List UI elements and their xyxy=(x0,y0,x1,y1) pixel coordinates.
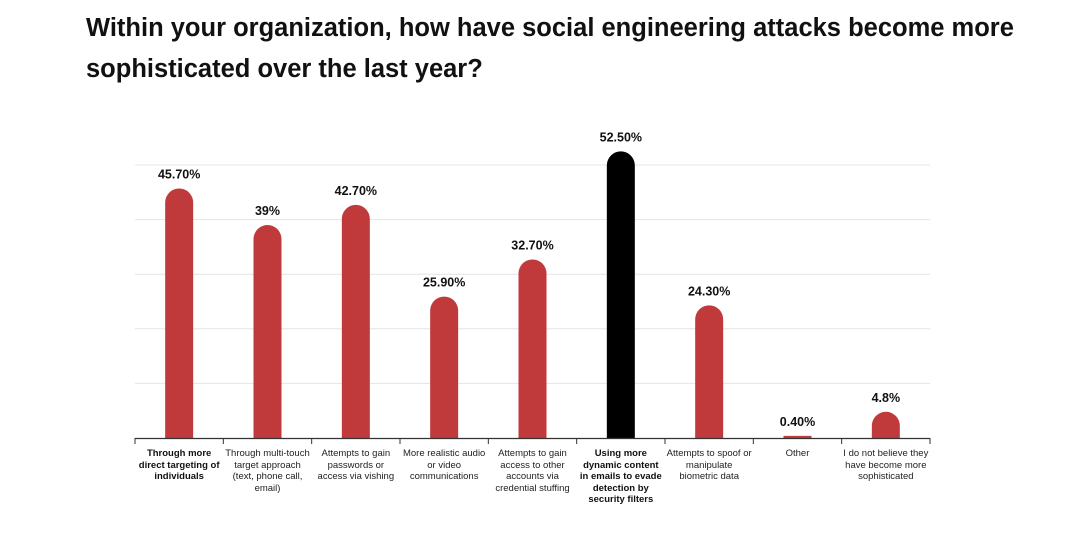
bar-1 xyxy=(165,188,194,438)
bar-9 xyxy=(871,411,900,438)
bar-3 xyxy=(341,204,370,438)
bar-8 xyxy=(783,435,812,438)
bar-4 xyxy=(430,296,459,438)
value-label-3: 42.70% xyxy=(335,184,377,198)
x-axis xyxy=(134,437,931,444)
bar-6 xyxy=(606,151,635,438)
value-label-7: 24.30% xyxy=(688,284,730,298)
value-label-1: 45.70% xyxy=(158,167,200,181)
category-label-3: Attempts to gain passwords or access via… xyxy=(317,448,395,483)
bar-5 xyxy=(518,259,547,438)
value-label-4: 25.90% xyxy=(423,276,465,290)
value-label-2: 39% xyxy=(255,204,280,218)
value-labels: 45.70% 39% 42.70% 25.90% 32.70% 52.50% 24.30% 0… xyxy=(158,130,900,428)
value-label-6: 52.50% xyxy=(600,130,642,144)
chart-title: Within your organization, how have socia… xyxy=(86,14,1014,83)
bar-7 xyxy=(695,305,724,438)
value-label-8: 0.40% xyxy=(780,415,815,429)
value-label-5: 32.70% xyxy=(511,238,553,252)
category-label-7: Attempts to spoof or manipulate biometri… xyxy=(666,448,752,483)
bar-2 xyxy=(253,225,282,438)
category-label-9: I do not believe they have become more s… xyxy=(843,448,929,483)
category-label-8: Other xyxy=(785,448,810,459)
category-label-6: Using more dynamic content in emails to … xyxy=(579,448,662,506)
category-label-2: Through multi-touch target approach (tex… xyxy=(225,448,310,494)
bars xyxy=(165,151,900,438)
category-label-5: Attempts to gain access to other account… xyxy=(495,448,570,494)
category-label-1: Through more direct targeting of individ… xyxy=(138,448,220,483)
category-label-4: More realistic audio or video communicat… xyxy=(402,448,486,483)
value-label-9: 4.8% xyxy=(872,391,901,405)
